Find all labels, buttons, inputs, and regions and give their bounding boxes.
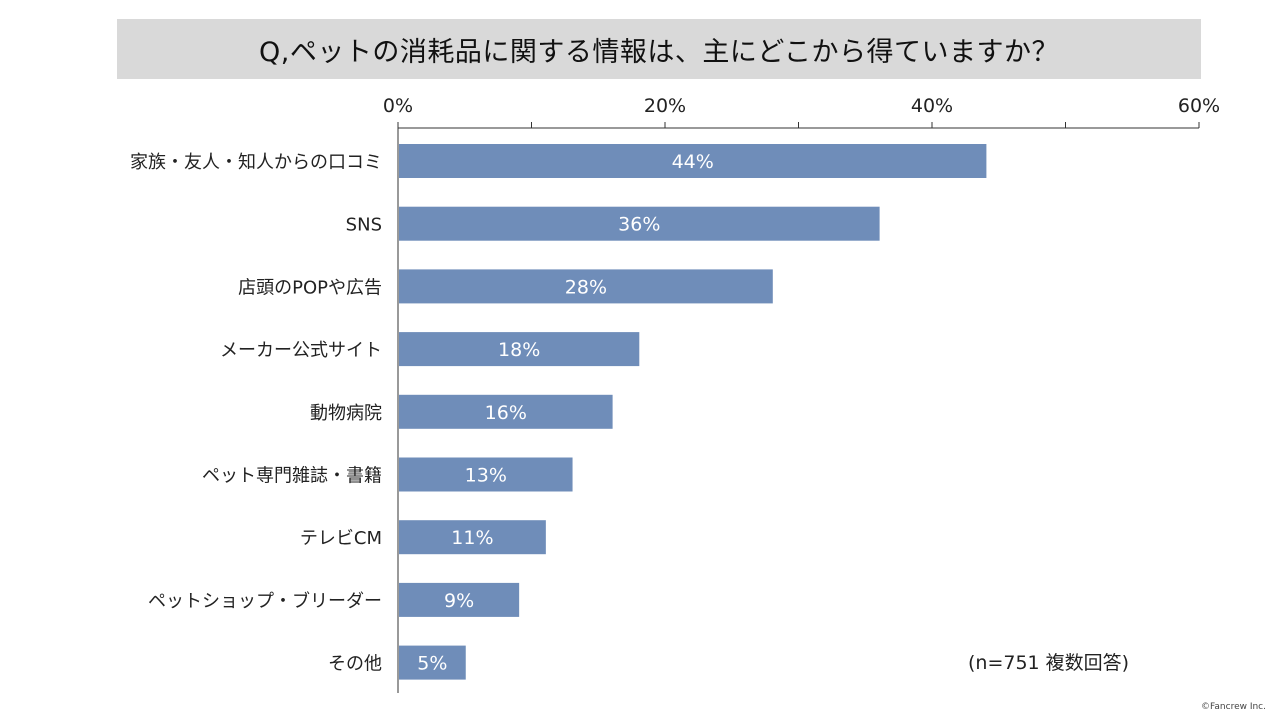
category-label: SNS (346, 215, 382, 236)
x-tick-label: 20% (644, 95, 686, 117)
bar (399, 457, 573, 492)
x-tick-label: 40% (911, 95, 953, 117)
x-tick-label: 60% (1178, 95, 1220, 117)
data-label: 13% (465, 465, 507, 487)
category-label: テレビCM (300, 528, 382, 549)
category-label: 店頭のPOPや広告 (238, 277, 382, 298)
x-tick-label: 0% (383, 95, 413, 117)
data-label: 16% (485, 402, 527, 424)
chart-title-bar: Q,ペットの消耗品に関する情報は、主にどこから得ていますか？ (117, 19, 1201, 79)
data-label: 11% (451, 527, 493, 549)
data-label: 28% (565, 276, 607, 298)
chart-title: Q,ペットの消耗品に関する情報は、主にどこから得ていますか？ (258, 36, 1060, 68)
category-label: メーカー公式サイト (220, 340, 382, 361)
category-label: ペット専門雑誌・書籍 (202, 466, 382, 487)
data-label: 9% (444, 590, 474, 612)
bar (399, 269, 773, 304)
category-label: 家族・友人・知人からの口コミ (130, 152, 382, 173)
copyright-credit: ©Fancrew Inc. (1201, 702, 1266, 712)
data-label: 5% (417, 653, 447, 675)
bar (399, 206, 880, 241)
category-label: ペットショップ・ブリーダー (148, 590, 382, 612)
category-label: 動物病院 (310, 403, 382, 424)
bar (399, 394, 613, 429)
data-label: 36% (618, 214, 660, 236)
bar (399, 520, 546, 555)
bar (399, 332, 640, 367)
category-label: その他 (328, 654, 382, 675)
bar (399, 582, 520, 617)
data-label: 44% (672, 151, 714, 173)
data-label: 18% (498, 339, 540, 361)
bar (399, 645, 466, 680)
bar (399, 144, 987, 178)
sample-note: (n=751 複数回答) (968, 652, 1130, 674)
